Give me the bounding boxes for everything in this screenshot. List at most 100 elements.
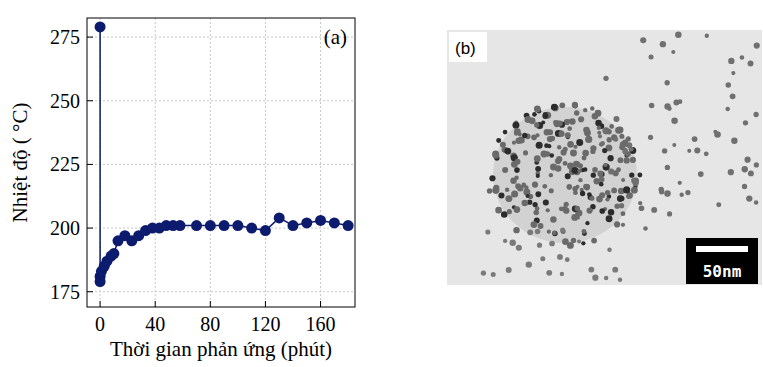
particle — [532, 182, 538, 188]
data-point — [95, 276, 106, 287]
particle — [622, 148, 628, 154]
particle — [534, 155, 541, 162]
particle — [605, 197, 609, 201]
particle — [742, 166, 748, 172]
particle — [525, 116, 532, 123]
particle — [577, 239, 581, 243]
data-point — [205, 220, 216, 231]
particle — [575, 161, 580, 166]
particle — [617, 195, 624, 202]
particle — [629, 147, 634, 152]
particle — [512, 122, 519, 129]
particle — [631, 187, 638, 194]
particle — [692, 136, 698, 142]
particle — [549, 153, 554, 158]
particle — [643, 226, 648, 231]
particle — [587, 192, 592, 197]
particle — [567, 242, 574, 249]
data-point — [108, 248, 119, 259]
particle — [532, 202, 537, 207]
cluster-shade — [493, 107, 637, 243]
grid-line — [265, 18, 266, 307]
particle — [510, 240, 516, 246]
particle — [550, 216, 556, 222]
particle — [481, 270, 486, 275]
particle — [621, 178, 625, 182]
particle — [560, 228, 565, 233]
data-point — [175, 220, 186, 231]
particle — [558, 131, 564, 137]
data-line — [100, 27, 348, 282]
particle — [549, 241, 555, 247]
particle — [638, 201, 642, 205]
particle — [592, 167, 598, 173]
particle — [506, 195, 513, 202]
particle — [540, 256, 545, 261]
particle — [578, 116, 584, 122]
data-point — [246, 223, 257, 234]
particle — [590, 145, 596, 151]
particle — [590, 106, 594, 110]
tick-label: 80 — [200, 313, 220, 335]
particle — [524, 185, 528, 189]
particle — [573, 145, 577, 149]
particle — [591, 173, 596, 178]
particle — [731, 138, 737, 144]
data-point — [343, 220, 354, 231]
particle — [550, 164, 557, 171]
particle — [552, 231, 557, 236]
particle — [728, 169, 734, 175]
particle — [583, 127, 590, 134]
data-point — [329, 217, 340, 228]
particle — [501, 211, 508, 218]
particle — [665, 80, 670, 85]
grid-line — [87, 37, 355, 38]
particle — [582, 229, 587, 234]
particle — [583, 108, 587, 112]
particle — [577, 169, 581, 173]
particle — [599, 208, 605, 214]
particle — [569, 118, 576, 125]
particle — [602, 128, 607, 133]
particle — [648, 135, 653, 140]
particle — [597, 131, 601, 135]
tick-label: 120 — [250, 313, 280, 335]
particle — [678, 181, 682, 185]
particle — [649, 103, 655, 109]
particle — [629, 172, 634, 177]
axis-title: Nhiệt độ ( °C) — [8, 103, 32, 223]
particle — [665, 165, 670, 170]
particle — [705, 34, 709, 38]
particle — [658, 187, 663, 192]
particle — [571, 214, 578, 221]
tick-label: 175 — [50, 281, 80, 303]
particle — [582, 150, 589, 157]
particle — [753, 112, 758, 117]
micrograph — [447, 30, 762, 285]
particle — [570, 150, 577, 157]
particle — [662, 148, 667, 153]
particle — [487, 188, 492, 193]
particle — [491, 272, 496, 277]
particle — [713, 130, 717, 134]
particle — [698, 171, 704, 177]
particle — [535, 191, 541, 197]
particle — [637, 173, 642, 178]
particle — [748, 170, 754, 176]
particle — [585, 221, 589, 225]
particle — [754, 200, 758, 204]
particle — [500, 142, 506, 148]
data-point — [315, 215, 326, 226]
particle — [512, 141, 516, 145]
particle — [618, 277, 622, 281]
particle — [516, 138, 522, 144]
data-point — [232, 220, 243, 231]
particle — [565, 132, 571, 138]
particle — [565, 173, 571, 179]
particle — [613, 116, 619, 122]
particle — [522, 200, 529, 207]
particle — [514, 167, 520, 173]
particle — [574, 110, 579, 115]
particle — [685, 190, 690, 195]
tick — [87, 37, 93, 38]
